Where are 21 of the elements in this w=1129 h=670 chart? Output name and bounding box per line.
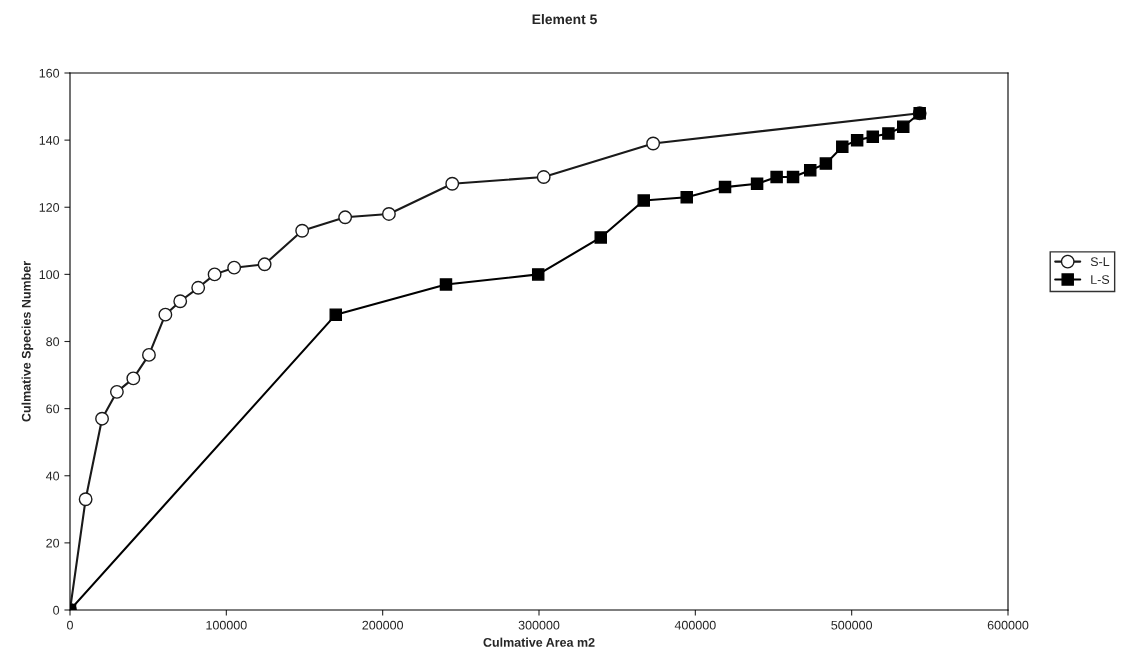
y-tick-label: 100 bbox=[39, 270, 60, 280]
x-axis-title: Culmative Area m2 bbox=[483, 637, 595, 647]
x-tick-label: 100000 bbox=[206, 620, 247, 630]
y-tick-label: 140 bbox=[39, 135, 60, 145]
y-tick-label: 80 bbox=[46, 337, 60, 347]
chart-title: Element 5 bbox=[532, 14, 597, 25]
legend-label: S-L bbox=[1090, 257, 1110, 267]
y-tick-label: 20 bbox=[46, 538, 60, 548]
x-tick-label: 600000 bbox=[987, 620, 1029, 630]
y-tick-label: 160 bbox=[39, 68, 60, 78]
y-tick-label: 0 bbox=[53, 605, 60, 615]
x-tick-label: 200000 bbox=[362, 620, 404, 630]
y-tick-label: 120 bbox=[39, 203, 60, 212]
legend-label: L-S bbox=[1091, 275, 1110, 284]
y-tick-label: 60 bbox=[46, 404, 60, 414]
x-tick-label: 500000 bbox=[831, 620, 873, 630]
x-tick-label: 400000 bbox=[674, 620, 716, 630]
y-axis-title: Culmative Species Number bbox=[21, 261, 34, 422]
x-tick-label: 300000 bbox=[518, 620, 560, 630]
y-tick-label: 40 bbox=[45, 471, 60, 481]
x-tick-label: 0 bbox=[67, 620, 73, 630]
